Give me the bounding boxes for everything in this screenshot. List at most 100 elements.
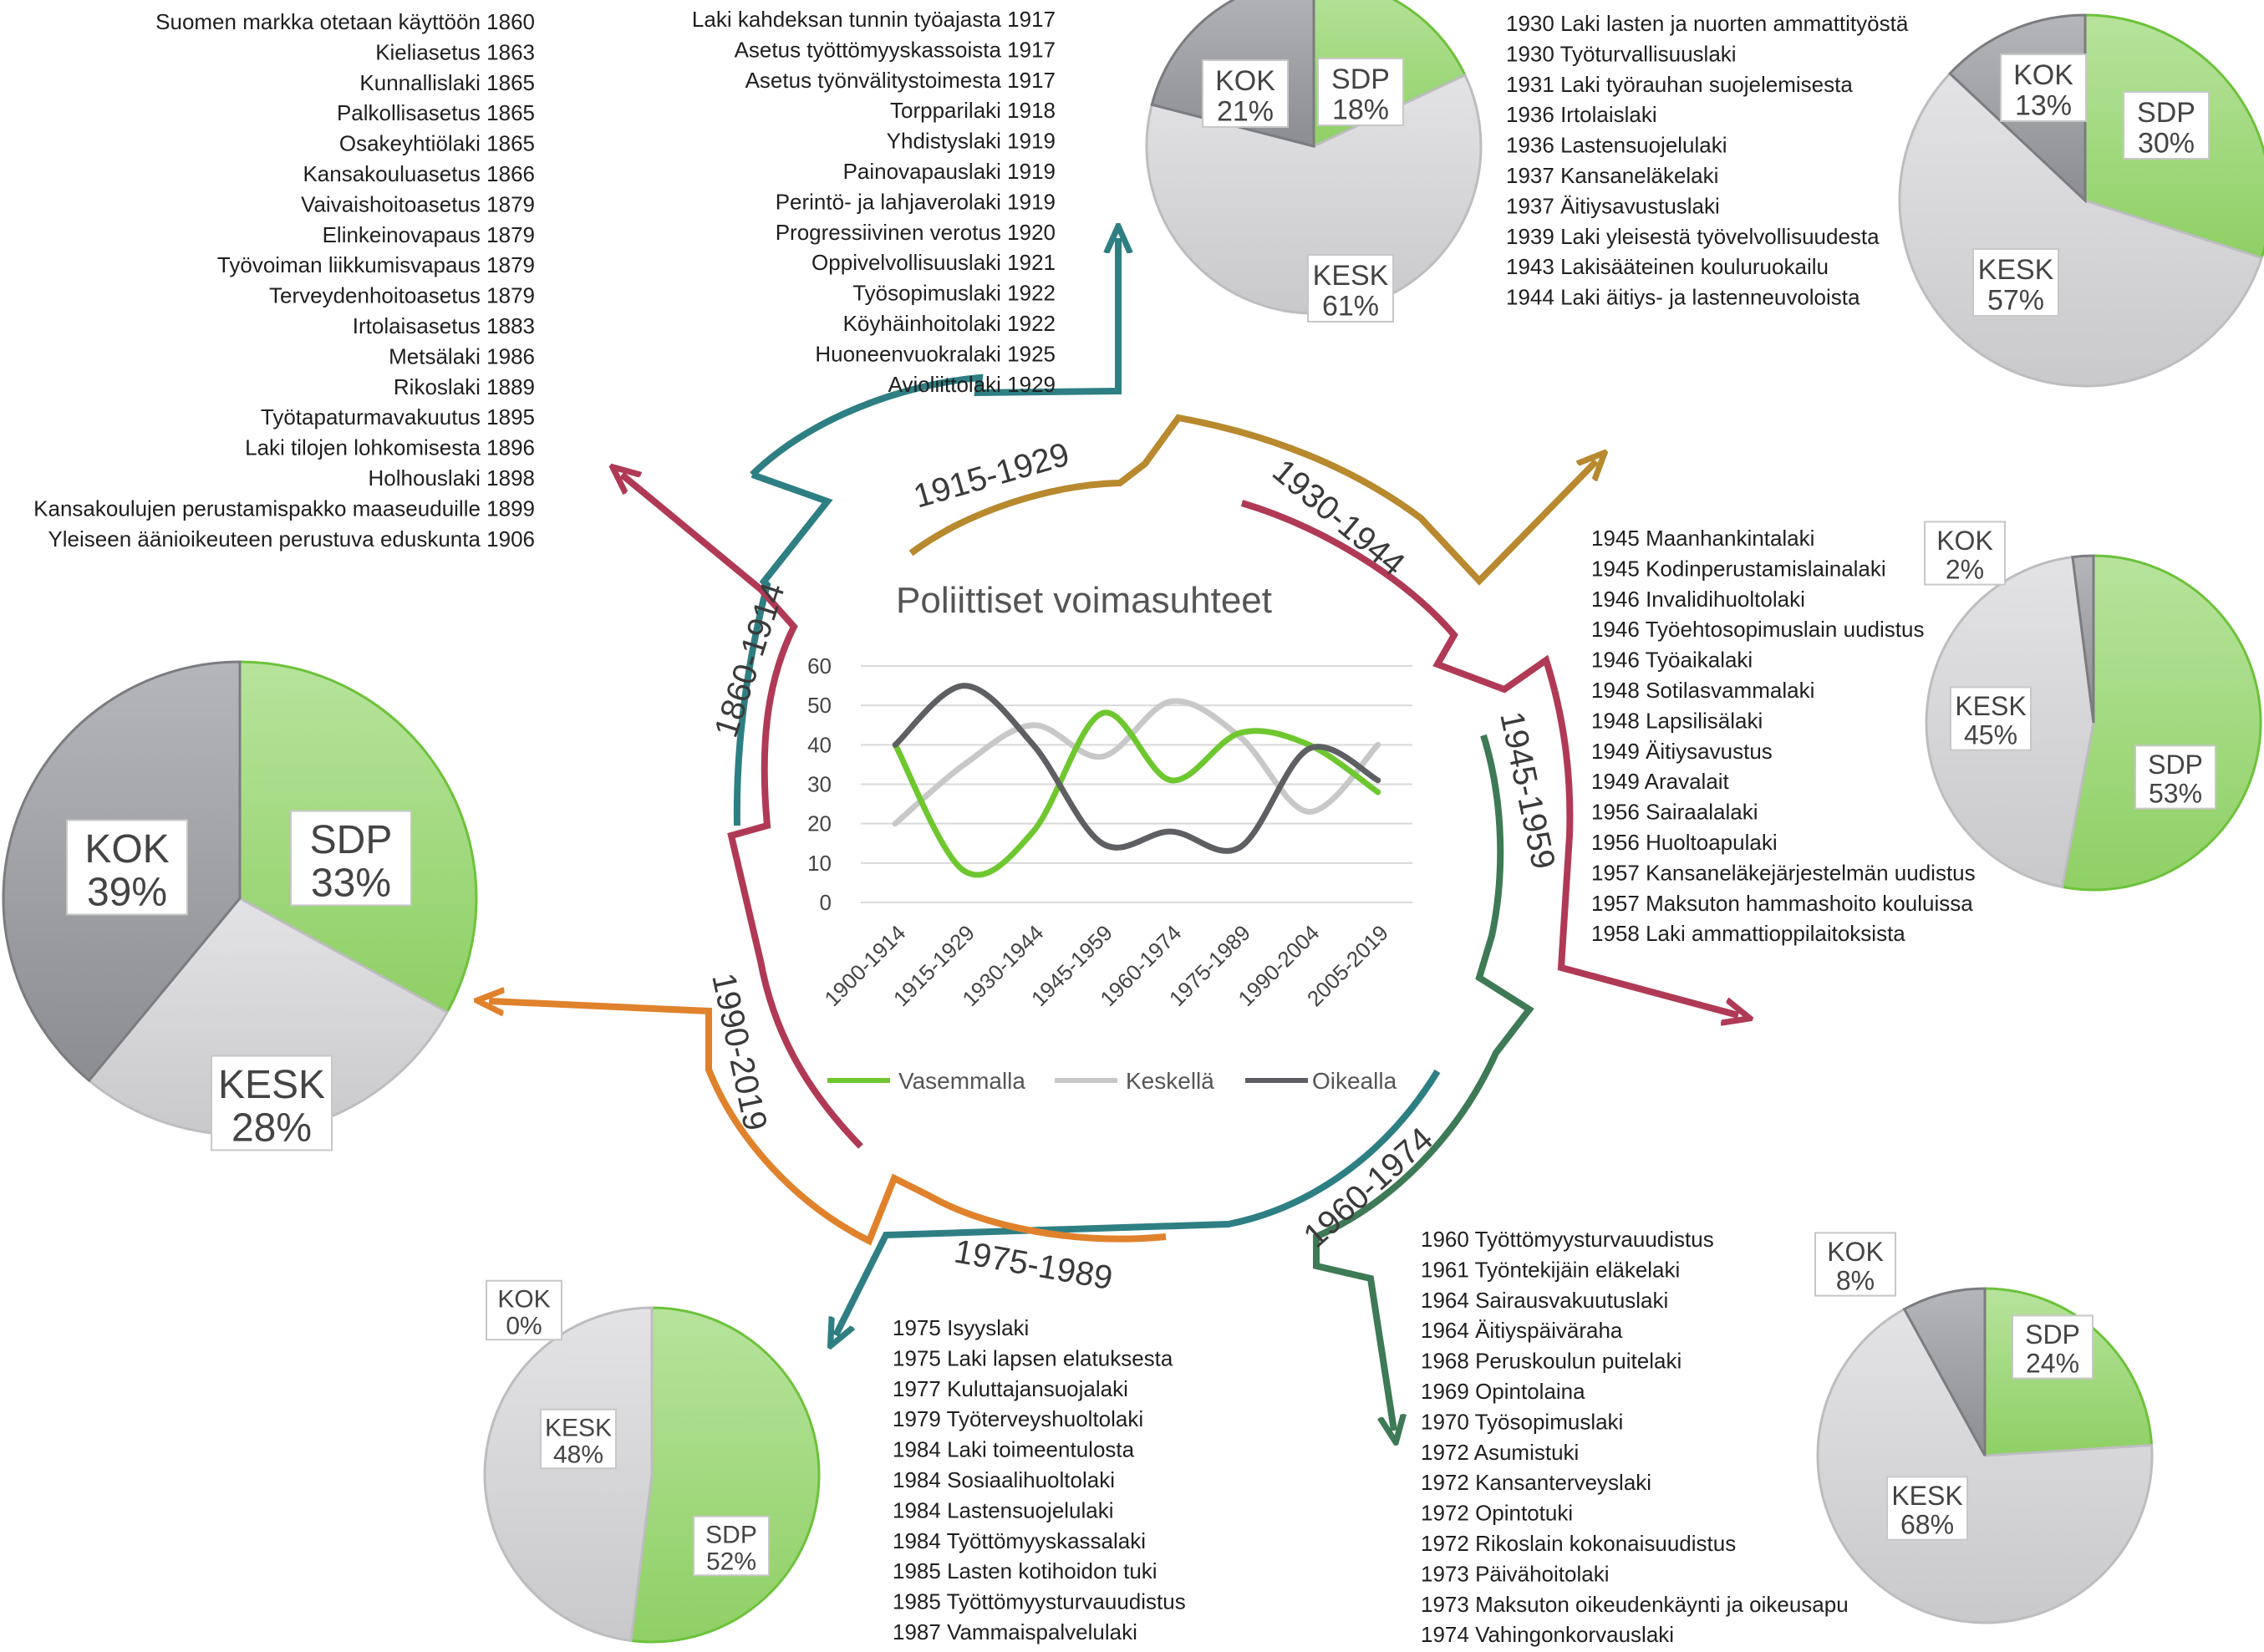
law-item: 1956 Sairaalalaki: [1591, 800, 1758, 825]
law-item: Palkollisasetus 1865: [337, 100, 535, 125]
chart-title: Poliittiset voimasuhteet: [896, 580, 1272, 621]
pie-label-box: [540, 1408, 617, 1470]
pie-label-box: [1924, 521, 2006, 586]
y-tick-label: 0: [820, 890, 832, 915]
pie-label-party: SDP: [1331, 64, 1390, 95]
laws-1960-1974: 1960 Työttömyysturvauudistus 1961 Työntek…: [1421, 1227, 1849, 1647]
pie-label-box: [1886, 1476, 1968, 1541]
pie-slice-sdp: [629, 1306, 821, 1644]
laws-1975-1989: 1975 Isyyslaki 1975 Laki lapsen elatukses…: [893, 1315, 1186, 1644]
series-line-oikealla: [892, 683, 1381, 854]
law-item: Progressiivinen verotus 1920: [776, 220, 1056, 245]
era-label-1975-1989: 1975-1989: [951, 1233, 1115, 1298]
pie-slice-kok: [2071, 554, 2095, 724]
law-item: Vaivaishoitoasetus 1879: [301, 191, 535, 216]
series-line-keskellä: [892, 698, 1381, 827]
pie-label-party: SDP: [2137, 97, 2195, 129]
law-item: Perintö- ja lahjaverolaki 1919: [776, 189, 1056, 214]
law-item: 1946 Invalidihuoltolaki: [1591, 587, 1805, 612]
era-arc-1960-1974: [836, 1069, 1441, 1335]
law-item: 1984 Laki toimeentulosta: [893, 1437, 1135, 1462]
law-item: 1930 Laki lasten ja nuorten ammattityöst…: [1506, 11, 1909, 36]
law-item: 1936 Lastensuojelulaki: [1506, 133, 1727, 158]
chart-legend: Vasemmalla Keskellä Oikealla: [827, 1068, 1397, 1094]
pie-label-box: [2123, 91, 2210, 160]
pie-label-box: [693, 1515, 770, 1577]
era-arc-1860-1914: [733, 471, 833, 826]
law-item: 1984 Sosiaalihuoltolaki: [893, 1467, 1115, 1492]
law-item: 1977 Kuluttajansuojalaki: [893, 1376, 1128, 1401]
pie-label-value: 53%: [2149, 778, 2202, 808]
x-axis-ticks: 1900-19141915-19291930-19441945-19591960…: [819, 920, 1393, 1011]
pie-label-value: 21%: [1217, 95, 1274, 127]
pie-label-party: KOK: [1936, 526, 1993, 556]
laws-1945-1959: 1945 Maanhankintalaki 1945 Kodinperustami…: [1591, 526, 1976, 946]
pie-label-value: 28%: [231, 1106, 312, 1151]
pie-label-party: SDP: [705, 1521, 757, 1548]
law-item: Avioliittolaki 1929: [888, 372, 1056, 397]
pie-label-box: [1317, 58, 1404, 126]
law-item: 1968 Peruskoulun puitelaki: [1421, 1349, 1681, 1374]
pie-label-value: 13%: [2015, 89, 2072, 121]
pie-label-value: 57%: [1987, 284, 2044, 316]
pie-label-box: [2134, 745, 2216, 810]
law-item: 1972 Asumistuki: [1421, 1440, 1579, 1465]
era-label-1915-1929: 1915-1929: [909, 436, 1073, 516]
law-item: 1946 Työehtosopimuslain uudistus: [1591, 617, 1924, 642]
pie-label-party: SDP: [2148, 750, 2203, 780]
law-item: 1973 Maksuton oikeudenkäynti ja oikeusap…: [1421, 1592, 1849, 1617]
era-arc-1975-1989: [489, 1001, 1167, 1246]
law-item: 1957 Maksuton hammashoito kouluissa: [1591, 891, 1973, 916]
law-item: 1974 Vahingonkorvauslaki: [1421, 1622, 1674, 1647]
pie-label-value: 18%: [1332, 94, 1389, 125]
law-item: 1985 Työttömyysturvauudistus: [893, 1589, 1186, 1614]
pie-label-party: KESK: [545, 1414, 612, 1441]
law-item: 1969 Opintolaina: [1421, 1379, 1585, 1404]
series-line-vasemmalla: [892, 709, 1381, 878]
y-tick-label: 10: [807, 851, 832, 876]
pie-label-party: KOK: [84, 827, 169, 872]
pie-label-box: [2012, 1314, 2094, 1380]
pie-slice-kok: [1902, 1287, 1987, 1456]
pie-label-party: KOK: [1215, 65, 1275, 97]
pie-label-box: [1814, 1232, 1896, 1297]
law-item: 1975 Isyyslaki: [893, 1315, 1029, 1340]
law-item: Työtapaturmavakuutus 1895: [261, 404, 535, 430]
law-item: 1985 Lasten kotihoidon tuki: [893, 1558, 1157, 1583]
law-item: Oppivelvollisuuslaki 1921: [811, 250, 1056, 275]
laws-1860-1914: Suomen markka otetaan käyttöön 1860 Kieli…: [33, 9, 535, 552]
era-arc-1860-1914-b: [750, 238, 1118, 477]
law-item: Työsopimuslaki 1922: [852, 281, 1056, 306]
law-item: 1984 Lastensuojelulaki: [893, 1497, 1114, 1522]
law-item: 1945 Maanhankintalaki: [1591, 526, 1814, 551]
era-label-1990-2019: 1990-2019: [705, 970, 774, 1134]
law-item: Laki kahdeksan tunnin työajasta 1917: [692, 7, 1056, 32]
law-item: Köyhäinhoitolaki 1922: [843, 311, 1056, 336]
law-item: Yleiseen äänioikeuteen perustuva eduskun…: [48, 526, 535, 552]
pie-label-value: 30%: [2138, 127, 2195, 159]
pie-label-value: 24%: [2026, 1348, 2079, 1378]
law-item: Rikoslaki 1889: [394, 374, 535, 399]
law-item: 1987 Vammaispalvelulaki: [893, 1619, 1137, 1644]
pie-label-party: KESK: [1978, 254, 2054, 286]
law-item: Työvoiman liikkumisvapaus 1879: [217, 252, 535, 277]
law-item: 1936 Irtolaislaki: [1506, 102, 1657, 127]
law-item: 1937 Äitiysavustuslaki: [1506, 193, 1720, 218]
line-chart: Poliittiset voimasuhteet 0 10 20 30 40 50 60 1…: [807, 580, 1412, 1094]
pie-label-box: [1307, 254, 1394, 323]
pie-label-value: 0%: [506, 1313, 542, 1340]
pie-label-value: 68%: [1900, 1509, 1954, 1539]
law-item: 1930 Työturvallisuuslaki: [1506, 41, 1737, 66]
law-item: Osakeyhtiölaki 1865: [339, 131, 535, 156]
y-tick-label: 40: [807, 732, 832, 757]
pie-label-party: KESK: [218, 1063, 325, 1107]
law-item: 1944 Laki äitiys- ja lastenneuvoloista: [1506, 285, 1860, 310]
law-item: 1956 Huoltoapulaki: [1591, 830, 1778, 855]
law-item: 1943 Lakisääteinen kouluruokailu: [1506, 254, 1829, 279]
pie-label-value: 39%: [87, 871, 167, 915]
y-tick-label: 60: [807, 653, 832, 679]
pie-label-party: SDP: [310, 818, 393, 862]
